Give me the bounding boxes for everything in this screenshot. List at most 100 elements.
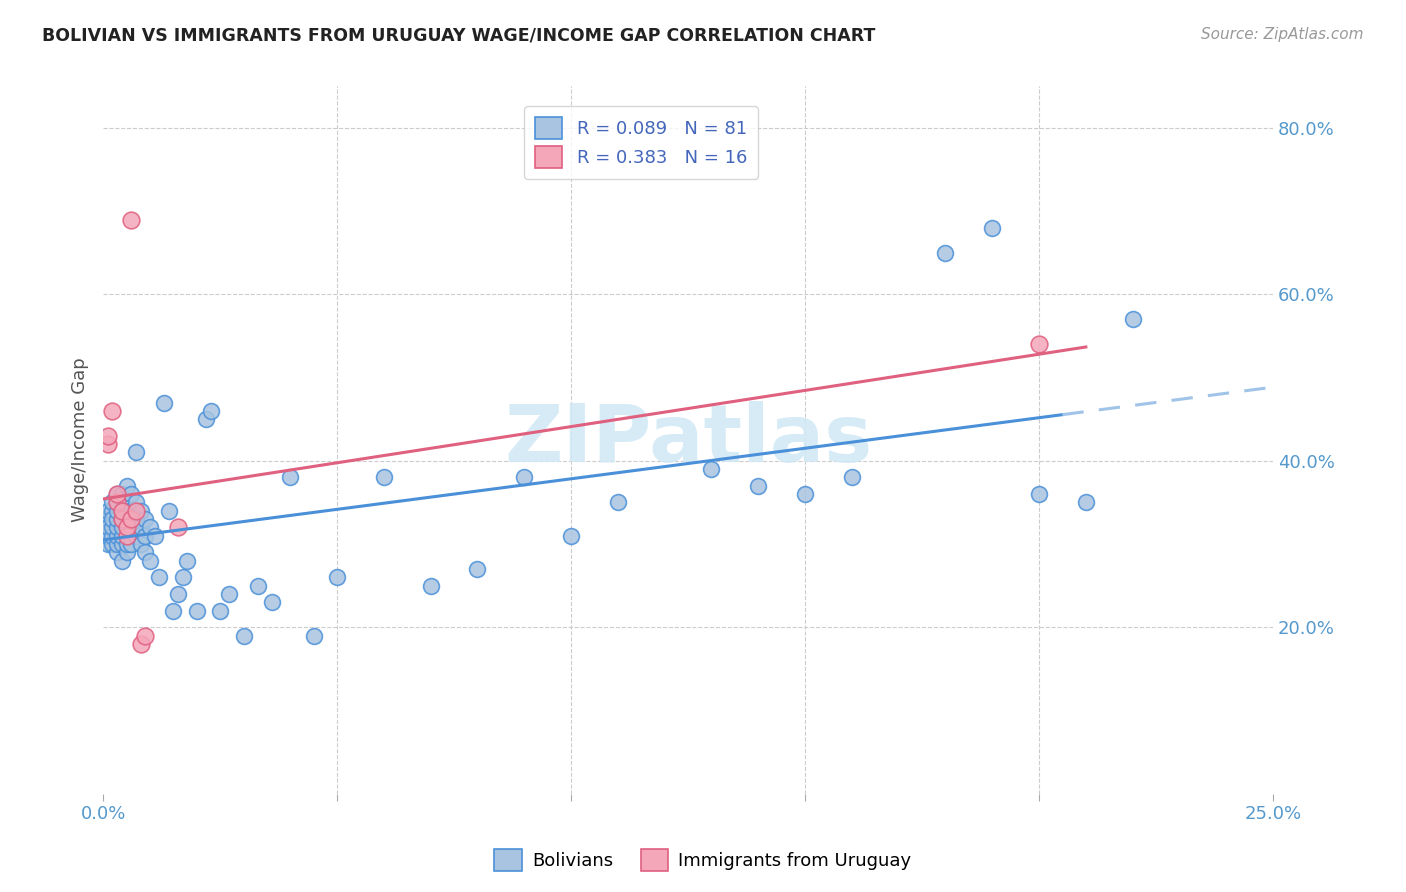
- Point: [101, 495, 124, 509]
- Point: [195, 412, 218, 426]
- Text: BOLIVIAN VS IMMIGRANTS FROM URUGUAY WAGE/INCOME GAP CORRELATION CHART: BOLIVIAN VS IMMIGRANTS FROM URUGUAY WAGE…: [42, 27, 876, 45]
- Point: [125, 512, 148, 526]
- Point: [105, 537, 128, 551]
- Point: [560, 529, 582, 543]
- Point: [129, 637, 152, 651]
- Point: [125, 504, 148, 518]
- Point: [115, 504, 138, 518]
- Point: [105, 545, 128, 559]
- Point: [1028, 337, 1050, 351]
- Point: [302, 629, 325, 643]
- Point: [125, 529, 148, 543]
- Point: [134, 529, 156, 543]
- Point: [101, 404, 124, 418]
- Point: [101, 520, 124, 534]
- Point: [111, 520, 134, 534]
- Point: [246, 579, 269, 593]
- Point: [934, 245, 956, 260]
- Point: [700, 462, 723, 476]
- Point: [97, 537, 120, 551]
- Point: [101, 529, 124, 543]
- Point: [97, 512, 120, 526]
- Point: [157, 504, 180, 518]
- Point: [186, 604, 208, 618]
- Point: [1122, 312, 1144, 326]
- Point: [162, 604, 184, 618]
- Point: [232, 629, 254, 643]
- Point: [176, 554, 198, 568]
- Point: [129, 504, 152, 518]
- Point: [218, 587, 240, 601]
- Legend: R = 0.089   N = 81, R = 0.383   N = 16: R = 0.089 N = 81, R = 0.383 N = 16: [524, 106, 758, 179]
- Point: [105, 495, 128, 509]
- Point: [101, 504, 124, 518]
- Point: [125, 445, 148, 459]
- Point: [172, 570, 194, 584]
- Point: [115, 537, 138, 551]
- Point: [134, 629, 156, 643]
- Point: [97, 529, 120, 543]
- Point: [101, 537, 124, 551]
- Point: [981, 220, 1004, 235]
- Point: [101, 512, 124, 526]
- Point: [467, 562, 489, 576]
- Point: [115, 520, 138, 534]
- Point: [120, 504, 142, 518]
- Text: ZIPatlas: ZIPatlas: [503, 401, 872, 479]
- Point: [111, 512, 134, 526]
- Point: [1074, 495, 1097, 509]
- Point: [419, 579, 441, 593]
- Point: [105, 487, 128, 501]
- Point: [105, 512, 128, 526]
- Point: [167, 587, 190, 601]
- Point: [139, 520, 162, 534]
- Point: [153, 395, 176, 409]
- Point: [111, 487, 134, 501]
- Point: [747, 479, 769, 493]
- Text: Source: ZipAtlas.com: Source: ZipAtlas.com: [1201, 27, 1364, 42]
- Point: [105, 504, 128, 518]
- Point: [513, 470, 536, 484]
- Point: [134, 512, 156, 526]
- Point: [111, 529, 134, 543]
- Point: [97, 429, 120, 443]
- Point: [120, 212, 142, 227]
- Point: [105, 487, 128, 501]
- Point: [111, 504, 134, 518]
- Point: [129, 520, 152, 534]
- Point: [841, 470, 863, 484]
- Point: [111, 512, 134, 526]
- Point: [97, 520, 120, 534]
- Point: [115, 479, 138, 493]
- Point: [606, 495, 628, 509]
- Point: [129, 537, 152, 551]
- Point: [111, 537, 134, 551]
- Point: [120, 520, 142, 534]
- Point: [105, 520, 128, 534]
- Point: [120, 537, 142, 551]
- Point: [373, 470, 395, 484]
- Point: [326, 570, 349, 584]
- Point: [111, 504, 134, 518]
- Point: [143, 529, 166, 543]
- Point: [209, 604, 232, 618]
- Point: [200, 404, 222, 418]
- Legend: Bolivians, Immigrants from Uruguay: Bolivians, Immigrants from Uruguay: [488, 842, 918, 879]
- Point: [167, 520, 190, 534]
- Point: [1028, 487, 1050, 501]
- Point: [105, 529, 128, 543]
- Point: [115, 520, 138, 534]
- Point: [260, 595, 283, 609]
- Point: [105, 495, 128, 509]
- Point: [111, 554, 134, 568]
- Point: [97, 504, 120, 518]
- Y-axis label: Wage/Income Gap: Wage/Income Gap: [72, 358, 89, 523]
- Point: [115, 529, 138, 543]
- Point: [120, 512, 142, 526]
- Point: [148, 570, 170, 584]
- Point: [278, 470, 301, 484]
- Point: [139, 554, 162, 568]
- Point: [134, 545, 156, 559]
- Point: [97, 437, 120, 451]
- Point: [120, 487, 142, 501]
